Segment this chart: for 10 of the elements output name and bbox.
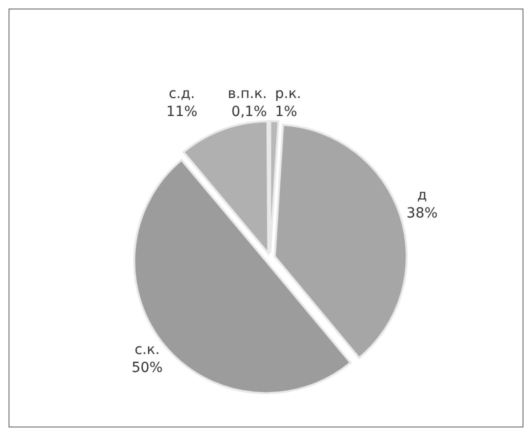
slice-label: с.к. (134, 342, 160, 358)
slice-label: д (417, 188, 427, 204)
data-label: 50% (132, 360, 163, 376)
data-label: 11% (166, 104, 198, 120)
slice-label: р.к. (275, 86, 302, 102)
data-label: 38% (406, 206, 438, 222)
data-label: 1% (275, 104, 298, 120)
data-label: 0,1% (231, 104, 267, 120)
slice-label: с.д. (168, 86, 195, 102)
slice-label: в.п.к. (228, 86, 267, 102)
